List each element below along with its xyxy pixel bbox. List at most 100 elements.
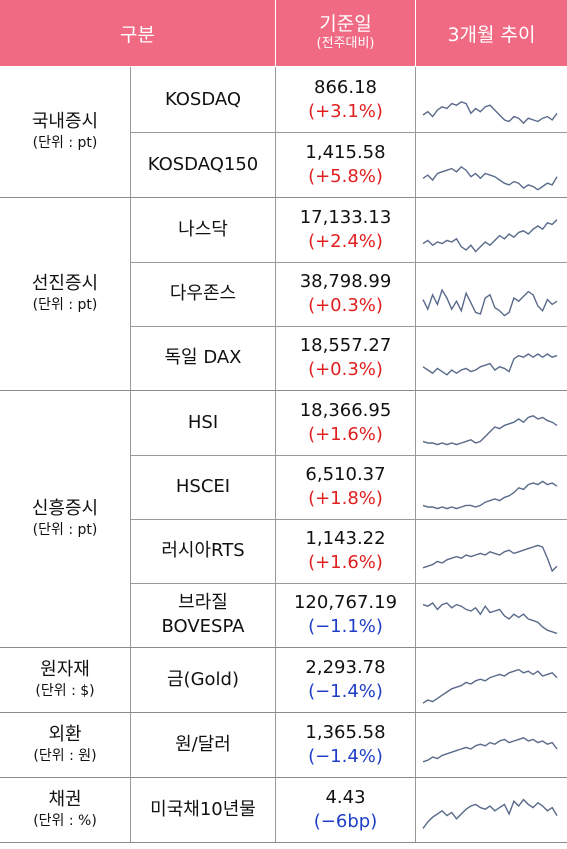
- trend-sparkline: [422, 219, 558, 253]
- group-divider: [0, 842, 567, 843]
- column-divider: [275, 455, 276, 519]
- column-divider: [130, 648, 131, 712]
- column-divider: [275, 583, 276, 647]
- weekly-change: (+1.6%): [308, 424, 383, 445]
- index-name-line: 러시아RTS: [161, 540, 245, 561]
- value-cell: 38,798.99 (+0.3%): [276, 262, 415, 326]
- index-name-line: 브라질: [178, 592, 228, 613]
- weekly-change: (−1.4%): [308, 746, 383, 767]
- column-divider: [130, 198, 131, 262]
- index-name-line: KOSDAQ150: [147, 153, 259, 175]
- index-name: 러시아RTS: [131, 519, 275, 583]
- trend-line: [422, 101, 558, 125]
- index-name: 독일 DAX: [131, 326, 275, 390]
- header-base-label: 기준일: [319, 13, 372, 35]
- column-divider: [130, 519, 131, 583]
- row-divider: [131, 132, 567, 133]
- group-divider: [0, 390, 567, 391]
- weekly-change: (+1.6%): [308, 552, 383, 573]
- index-name-line: 금(Gold): [167, 669, 239, 690]
- value-cell: 4.43 (−6bp): [276, 778, 415, 842]
- value-cell: 1,365.58 (−1.4%): [276, 713, 415, 777]
- column-divider: [130, 778, 131, 842]
- column-divider: [415, 778, 416, 842]
- weekly-change: (−1.4%): [308, 681, 383, 702]
- column-divider: [415, 262, 416, 326]
- column-divider: [415, 648, 416, 712]
- row-divider: [131, 326, 567, 327]
- column-divider: [275, 132, 276, 197]
- index-value: 120,767.19: [293, 592, 398, 613]
- column-divider: [275, 326, 276, 390]
- trend-line: [422, 798, 558, 829]
- group-name: 신흥증시: [31, 498, 99, 519]
- column-divider: [275, 198, 276, 262]
- index-name: HSCEI: [131, 455, 275, 519]
- index-value: 18,366.95: [299, 400, 392, 421]
- group-name: 외환: [48, 724, 82, 745]
- trend-line: [422, 544, 558, 573]
- column-divider: [415, 713, 416, 777]
- table-row: 미국채10년물 4.43 (−6bp): [130, 778, 567, 842]
- value-cell: 18,557.27 (+0.3%): [276, 326, 415, 390]
- index-value: 38,798.99: [299, 271, 392, 292]
- trend-sparkline: [422, 798, 558, 829]
- weekly-change: (+3.1%): [308, 100, 383, 122]
- group-label: 선진증시 (단위 : pt): [0, 198, 130, 390]
- column-divider: [275, 391, 276, 455]
- table-row: KOSDAQ 866.18 (+3.1%): [130, 67, 567, 132]
- header-base-sublabel: (전주대비): [316, 36, 375, 51]
- column-divider: [415, 519, 416, 583]
- group-divider: [0, 777, 567, 778]
- column-divider: [275, 519, 276, 583]
- weekly-change: (+0.3%): [308, 295, 383, 316]
- header-trend: 3개월 추이: [447, 23, 536, 46]
- index-name: 원/달러: [131, 713, 275, 777]
- header-base-date: 기준일 (전주대비): [276, 0, 415, 66]
- trend-line: [422, 353, 558, 376]
- index-name: 금(Gold): [131, 648, 275, 712]
- index-name-line: 독일 DAX: [164, 347, 242, 368]
- trend-sparkline: [422, 415, 558, 446]
- value-cell: 1,143.22 (+1.6%): [276, 519, 415, 583]
- trend-sparkline: [422, 544, 558, 573]
- column-divider: [130, 583, 131, 647]
- weekly-change: (−6bp): [313, 811, 378, 832]
- column-divider: [415, 583, 416, 647]
- index-name: 나스닥: [131, 198, 275, 262]
- table-row: 독일 DAX 18,557.27 (+0.3%): [130, 326, 567, 390]
- value-cell: 6,510.37 (+1.8%): [276, 455, 415, 519]
- weekly-change: (+1.8%): [308, 488, 383, 509]
- trend-sparkline: [422, 165, 558, 191]
- trend-sparkline: [422, 602, 558, 635]
- group-unit: (단위 : pt): [32, 297, 98, 313]
- trend-sparkline: [422, 668, 558, 704]
- table-row: 금(Gold) 2,293.78 (−1.4%): [130, 648, 567, 712]
- column-divider: [130, 326, 131, 390]
- group-name: 원자재: [40, 659, 90, 680]
- index-value: 17,133.13: [299, 207, 392, 228]
- column-divider: [415, 455, 416, 519]
- column-divider: [130, 391, 131, 455]
- index-name: 다우존스: [131, 262, 275, 326]
- index-value: 6,510.37: [305, 464, 386, 485]
- index-name: KOSDAQ150: [131, 132, 275, 197]
- row-divider: [131, 519, 567, 520]
- group-divider: [0, 647, 567, 648]
- value-cell: 18,366.95 (+1.6%): [276, 391, 415, 455]
- index-name-line: 미국채10년물: [150, 799, 256, 820]
- trend-line: [422, 288, 558, 317]
- trend-sparkline: [422, 480, 558, 510]
- index-name-line: BOVESPA: [161, 616, 245, 637]
- value-cell: 1,415.58 (+5.8%): [276, 132, 415, 197]
- trend-sparkline: [422, 288, 558, 317]
- index-value: 2,293.78: [305, 657, 386, 678]
- value-cell: 17,133.13 (+2.4%): [276, 198, 415, 262]
- weekly-change: (+2.4%): [308, 231, 383, 252]
- group-name: 채권: [48, 789, 82, 810]
- index-name-line: 원/달러: [175, 734, 231, 755]
- trend-line: [422, 602, 558, 635]
- trend-line: [422, 415, 558, 446]
- column-divider: [415, 326, 416, 390]
